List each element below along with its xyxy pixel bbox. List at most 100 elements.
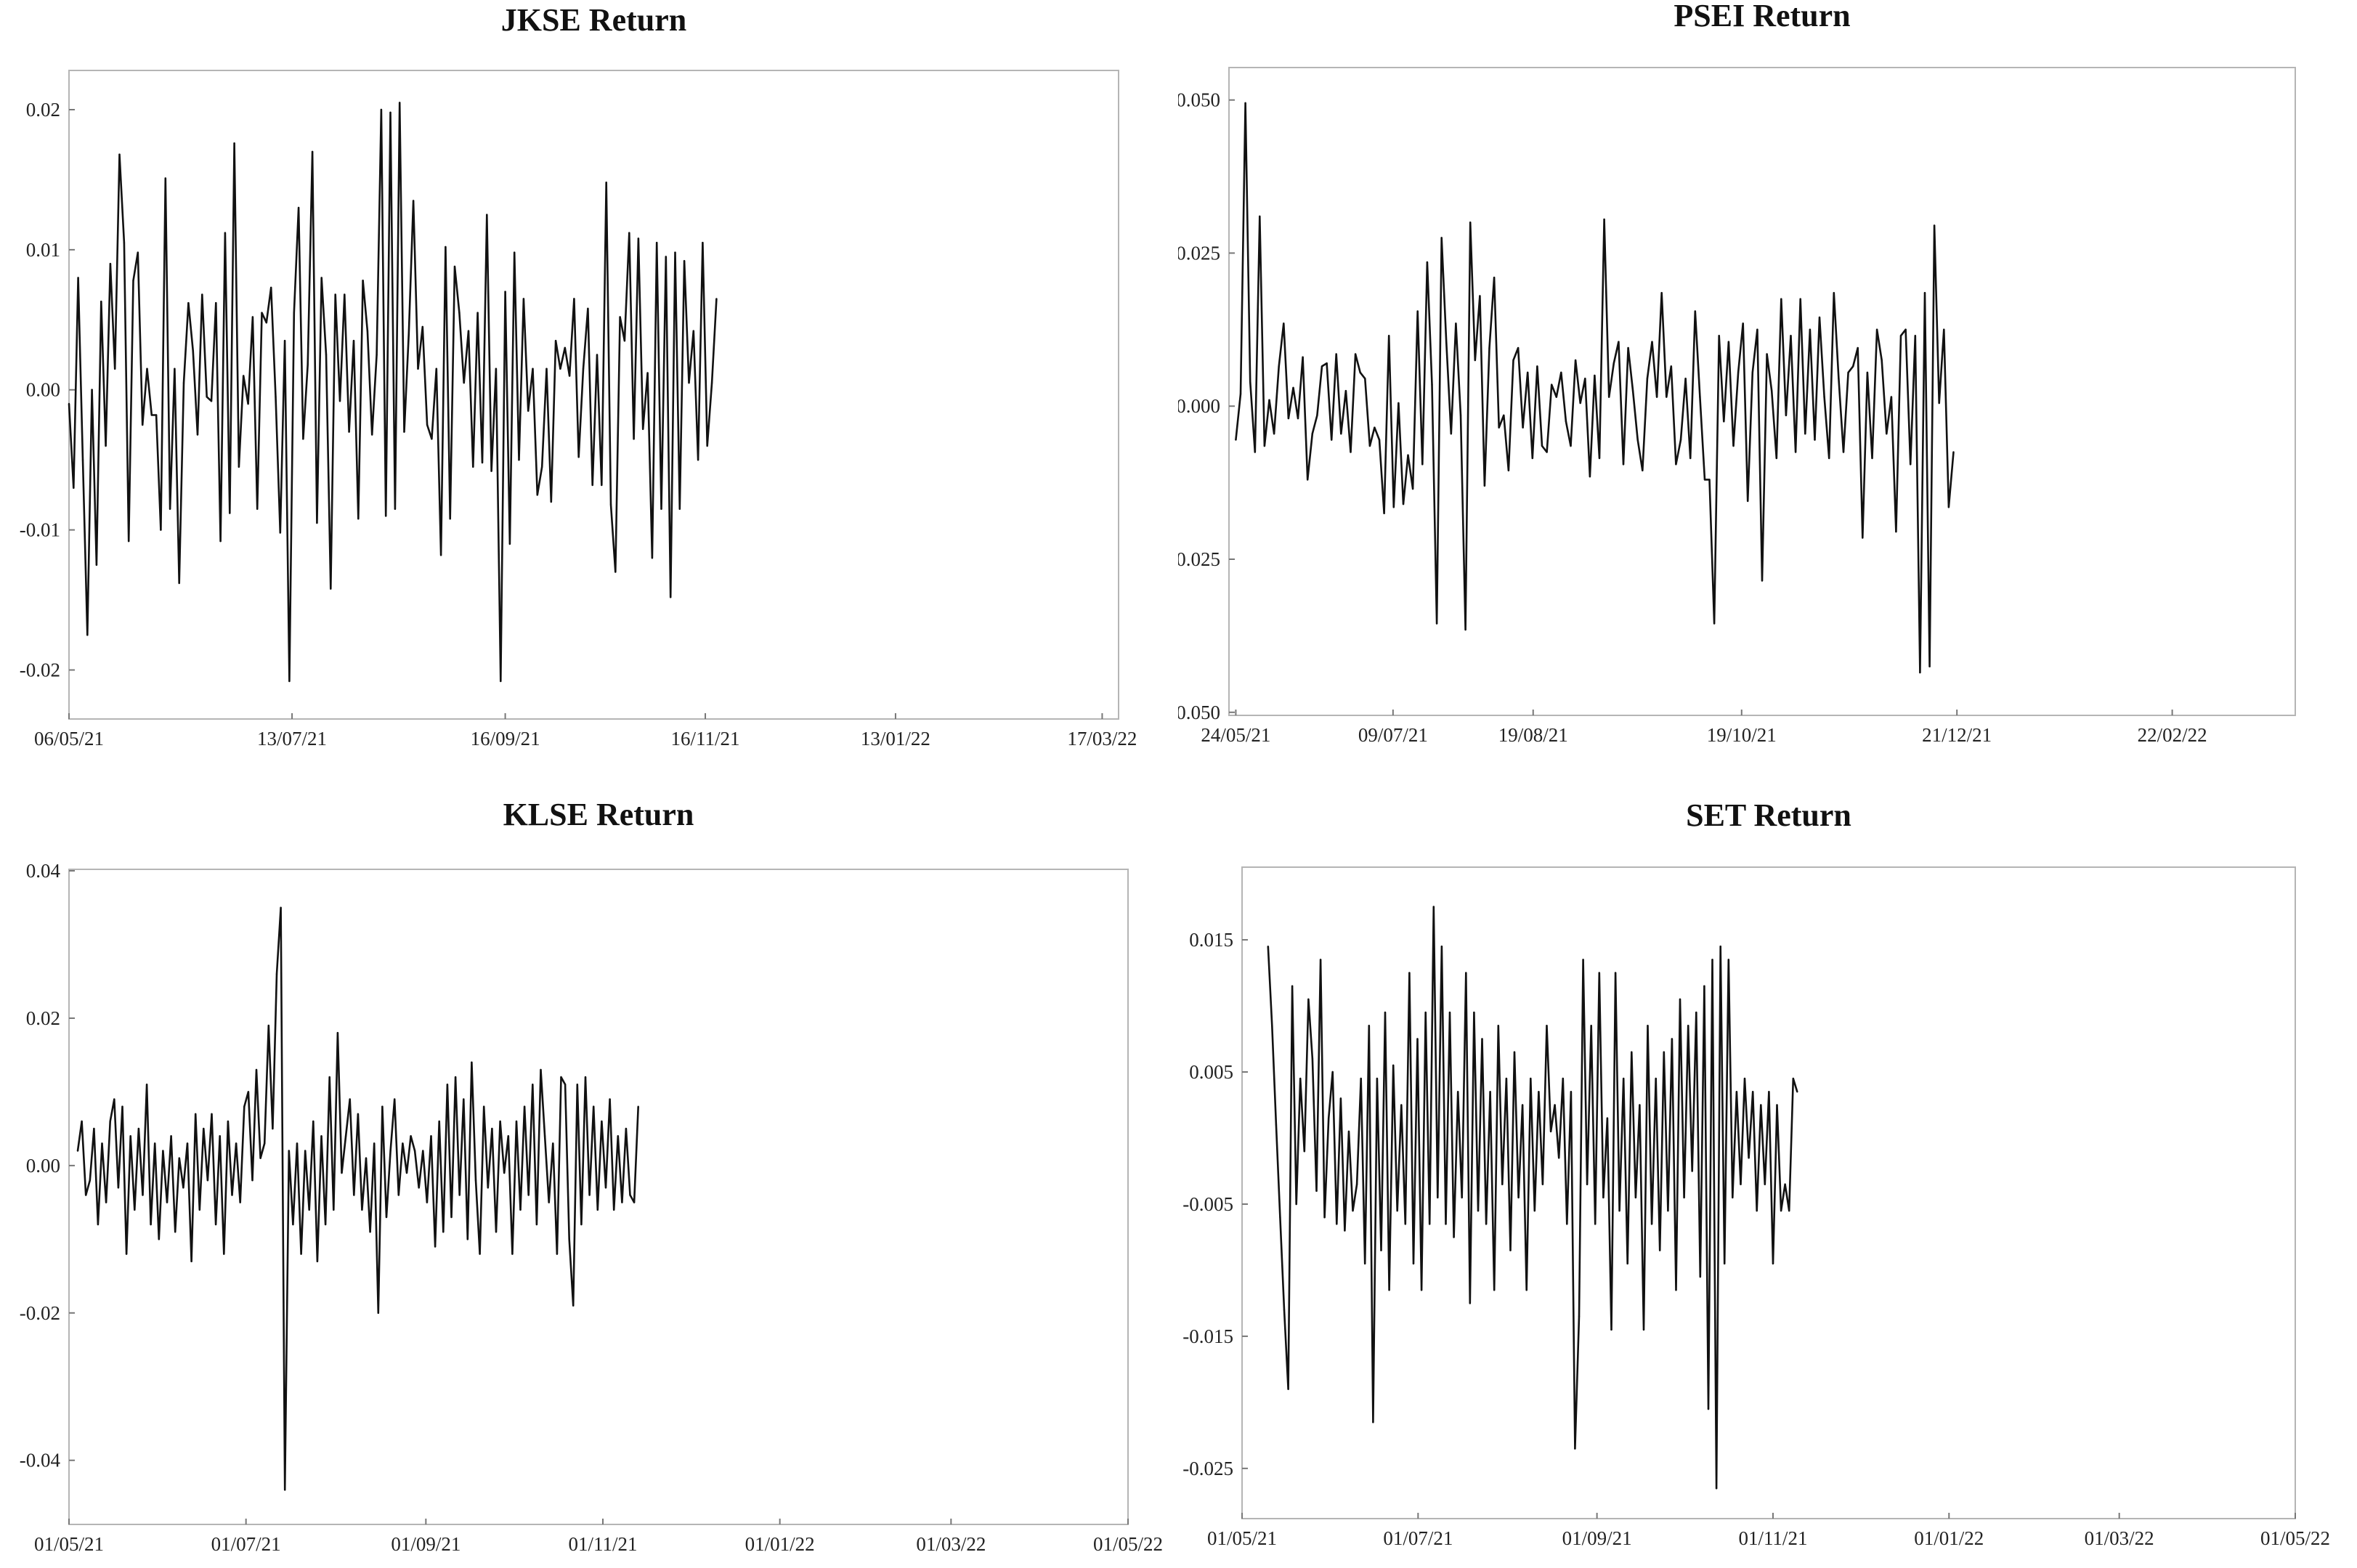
jkse-return-point	[68, 402, 70, 405]
psei-return-point	[1675, 463, 1677, 466]
set-return-point	[1360, 1077, 1362, 1080]
klse-return-point	[532, 1084, 534, 1086]
psei-return-point	[1742, 322, 1744, 325]
psei-return-point	[1723, 421, 1725, 423]
jkse-return-point	[697, 459, 699, 461]
jkse-return-point	[670, 596, 672, 598]
set-return-point	[1756, 1209, 1758, 1212]
psei-return-point	[1263, 444, 1266, 447]
set-return-point	[1647, 1025, 1649, 1027]
klse-return-point	[182, 1187, 184, 1189]
jkse-return-point	[660, 508, 662, 510]
klse-return-point	[499, 1120, 501, 1123]
jkse-ytick-label: 0.00	[26, 379, 60, 401]
psei-return-point	[1589, 476, 1591, 478]
set-return-point	[1578, 1315, 1581, 1317]
klse-return-point	[178, 1157, 180, 1159]
jkse-xtick-label: 17/03/22	[1067, 728, 1137, 750]
jkse-return-point	[73, 487, 75, 489]
set-return-point	[1623, 1077, 1625, 1080]
psei-return-point	[1426, 261, 1429, 264]
psei-return-point	[1804, 433, 1806, 435]
jkse-return-point	[155, 414, 158, 416]
klse-return-point	[507, 1135, 509, 1137]
set-return-point	[1521, 1104, 1524, 1106]
psei-return-point	[1450, 433, 1452, 435]
klse-return-point	[288, 1150, 290, 1152]
jkse-ytick-label: 0.01	[26, 239, 60, 261]
set-return-chart: SET Return 0.015 0.005 -0.005 -0.015 -0.025 01…	[1178, 784, 2356, 1567]
set-return-point	[1606, 1117, 1609, 1119]
psei-return-point	[1546, 451, 1548, 453]
set-return-point	[1509, 1249, 1512, 1251]
psei-return-point	[1947, 506, 1950, 508]
psei-xtick-label: 21/12/21	[1922, 724, 1992, 746]
psei-return-point	[1383, 512, 1385, 514]
set-return-point	[1336, 1223, 1338, 1225]
klse-xtick-label: 01/03/22	[916, 1533, 986, 1555]
set-return-point	[1663, 1051, 1665, 1053]
set-return-point	[1703, 985, 1705, 987]
klse-return-point	[300, 1253, 302, 1255]
set-return-point	[1594, 1223, 1597, 1225]
klse-return-point	[251, 1179, 253, 1182]
klse-return-point	[535, 1223, 538, 1226]
psei-return-point	[1933, 224, 1936, 227]
klse-return-point	[328, 1076, 330, 1078]
jkse-return-point	[403, 431, 405, 433]
jkse-return-point	[174, 367, 176, 370]
klse-return-point	[166, 1201, 169, 1203]
set-return-point	[1440, 946, 1443, 948]
set-return-point	[1780, 1209, 1782, 1212]
klse-return-point	[543, 1135, 546, 1137]
klse-return-point	[394, 1098, 396, 1100]
psei-return-point	[1536, 365, 1538, 367]
jkse-return-point	[527, 410, 530, 412]
set-return-point	[1554, 1104, 1556, 1106]
psei-return-point	[1684, 378, 1687, 380]
set-return-point	[1355, 1183, 1358, 1185]
klse-xtick-label: 01/01/22	[745, 1533, 815, 1555]
psei-return-point	[1503, 414, 1505, 417]
psei-return-point	[1852, 365, 1854, 367]
set-return-point	[1743, 1077, 1746, 1080]
klse-return-point	[137, 1127, 140, 1130]
set-return-point	[1339, 1097, 1342, 1100]
klse-return-point	[593, 1105, 595, 1108]
klse-return-point	[113, 1098, 115, 1100]
set-return-point	[1707, 1407, 1710, 1410]
klse-xtick-label: 01/09/21	[391, 1533, 461, 1555]
klse-return-point	[633, 1201, 636, 1203]
klse-return-point	[442, 1231, 445, 1233]
jkse-return-point	[651, 557, 654, 559]
psei-return-point	[1871, 457, 1873, 460]
set-return-point	[1610, 1328, 1612, 1331]
psei-return-point	[1603, 218, 1605, 221]
jkse-return-point	[472, 466, 474, 468]
klse-return-point	[466, 1238, 468, 1240]
jkse-return-point	[279, 532, 281, 534]
jkse-return-point	[407, 333, 410, 335]
set-return-point	[1530, 1077, 1532, 1080]
set-return-point	[1424, 1011, 1427, 1014]
klse-return-point	[381, 1105, 384, 1108]
jkse-return-series-line	[68, 102, 718, 683]
klse-return-point	[227, 1120, 230, 1123]
jkse-return-point	[150, 414, 153, 416]
klse-ytick-label: -0.04	[20, 1450, 61, 1471]
klse-return-point	[341, 1171, 343, 1174]
set-return-point	[1267, 946, 1269, 948]
psei-return-point	[1818, 316, 1821, 319]
jkse-return-point	[476, 312, 479, 314]
psei-return-point	[1751, 371, 1753, 374]
klse-return-point	[564, 1084, 567, 1086]
set-return-point	[1432, 906, 1435, 908]
psei-return-point	[1636, 439, 1639, 441]
set-return-point	[1481, 1038, 1483, 1040]
set-ytick-label: 0.005	[1189, 1061, 1233, 1083]
set-return-point	[1311, 1057, 1314, 1060]
psei-return-point	[1651, 341, 1653, 343]
jkse-return-point	[311, 150, 314, 153]
psei-return-point	[1857, 346, 1859, 349]
jkse-return-point	[435, 367, 437, 370]
